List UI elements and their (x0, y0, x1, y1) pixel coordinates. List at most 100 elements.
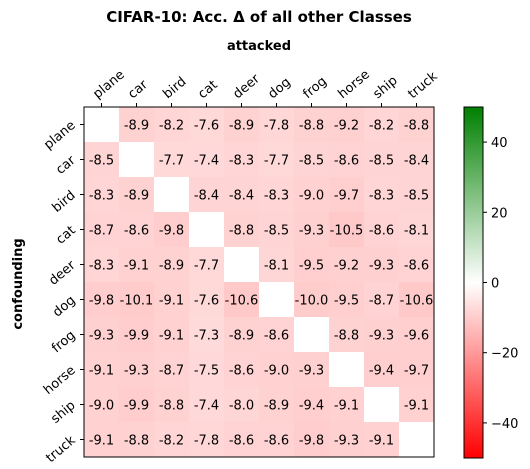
cell-value-label: -9.8 (159, 224, 184, 239)
cell-value-label: -8.9 (229, 119, 254, 134)
heatmap-cell (259, 212, 294, 247)
heatmap-cell (189, 317, 224, 352)
heatmap-cell (329, 142, 364, 177)
heatmap-cell (119, 107, 154, 142)
cell-value-label: -8.3 (229, 154, 254, 169)
cell-value-label: -8.4 (229, 189, 254, 204)
cell-value-label: -9.8 (299, 434, 324, 449)
heatmap-cell (119, 142, 154, 177)
heatmap-cell (84, 142, 119, 177)
heatmap-cell (189, 177, 224, 212)
y-tick-label: cat (53, 223, 78, 247)
cell-value-label: -9.1 (404, 399, 429, 414)
heatmap-cell (224, 107, 259, 142)
heatmap-cell (294, 142, 329, 177)
cell-value-label: -9.3 (299, 364, 324, 379)
heatmap-cell (84, 212, 119, 247)
heatmap-cell (399, 177, 434, 212)
cell-value-label: -9.5 (299, 259, 324, 274)
y-axis-label: confounding (11, 238, 26, 329)
cell-value-label: -7.6 (194, 294, 219, 309)
cell-value-label: -8.6 (124, 224, 149, 239)
heatmap-cell (154, 212, 189, 247)
cell-value-label: -9.4 (369, 364, 394, 379)
heatmap-cell (84, 387, 119, 422)
cell-value-label: -8.8 (404, 119, 429, 134)
cell-value-label: -8.9 (229, 329, 254, 344)
heatmap-cell (399, 247, 434, 282)
heatmap-cell (399, 212, 434, 247)
heatmap-cell (399, 387, 434, 422)
colorbar-tick-label: 40 (491, 136, 508, 151)
heatmap-cell (189, 142, 224, 177)
colorbar-tick-label: −40 (491, 417, 518, 432)
heatmap-cell (84, 177, 119, 212)
heatmap-cell (294, 317, 329, 352)
cell-value-label: -9.4 (299, 399, 324, 414)
heatmap-cell (224, 177, 259, 212)
heatmap-cell (294, 212, 329, 247)
cell-value-label: -7.8 (194, 434, 219, 449)
heatmap-cell (154, 142, 189, 177)
heatmap-cell (119, 352, 154, 387)
heatmap-cell (364, 177, 399, 212)
cell-value-label: -8.3 (264, 189, 289, 204)
heatmap-cell (154, 352, 189, 387)
cell-value-label: -8.1 (404, 224, 429, 239)
heatmap-cell (294, 387, 329, 422)
cell-value-label: -8.4 (404, 154, 429, 169)
heatmap-cell (399, 422, 434, 457)
heatmap-cell (259, 422, 294, 457)
y-tick-label: frog (49, 328, 78, 356)
y-tick-label: car (53, 153, 79, 178)
heatmap-cell (329, 247, 364, 282)
cell-value-label: -8.5 (89, 154, 114, 169)
colorbar-tick-label: −20 (491, 347, 518, 362)
cell-value-label: -7.4 (194, 154, 219, 169)
chart-title: CIFAR-10: Acc. Δ of all other Classes (106, 8, 412, 26)
cell-value-label: -10.6 (400, 294, 434, 309)
heatmap-cell (399, 282, 434, 317)
cell-value-label: -9.1 (159, 329, 184, 344)
cell-value-label: -9.6 (404, 329, 429, 344)
heatmap-cell (329, 387, 364, 422)
x-tick-label: plane (90, 67, 127, 102)
cell-value-label: -10.6 (225, 294, 259, 309)
heatmap-cell (259, 352, 294, 387)
heatmap-cell (364, 142, 399, 177)
heatmap-cell (224, 142, 259, 177)
colorbar: 40 20 0 −20 −40 (463, 106, 518, 459)
heatmap-cell (119, 177, 154, 212)
cell-value-label: -8.6 (369, 224, 394, 239)
heatmap-cell (259, 142, 294, 177)
heatmap-cell (294, 282, 329, 317)
y-tick-label: dog (50, 293, 78, 320)
heatmap-cell (364, 282, 399, 317)
heatmap-cell (259, 107, 294, 142)
heatmap-cell (119, 387, 154, 422)
y-tick-label: deer (46, 258, 79, 289)
cell-value-label: -7.4 (194, 399, 219, 414)
cell-value-label: -9.7 (404, 364, 429, 379)
heatmap-cell (84, 422, 119, 457)
heatmap-cell (224, 352, 259, 387)
cell-value-label: -8.9 (124, 119, 149, 134)
heatmap-cell (154, 387, 189, 422)
heatmap-cell (154, 422, 189, 457)
plot-frame (83, 106, 435, 458)
cell-value-label: -9.1 (369, 434, 394, 449)
x-tick-label: ship (370, 73, 400, 102)
cell-value-label: -8.6 (334, 154, 359, 169)
y-tick-label: ship (48, 398, 78, 427)
cell-value-label: -9.1 (89, 364, 114, 379)
cell-value-label: -8.6 (229, 434, 254, 449)
heatmap-cell (329, 177, 364, 212)
heatmap-cell (259, 387, 294, 422)
heatmap-cell (84, 352, 119, 387)
heatmap-cell (399, 352, 434, 387)
x-axis-label: attacked (227, 39, 291, 54)
heatmap-cell (224, 422, 259, 457)
heatmap-cell (294, 177, 329, 212)
heatmap-cell (119, 247, 154, 282)
